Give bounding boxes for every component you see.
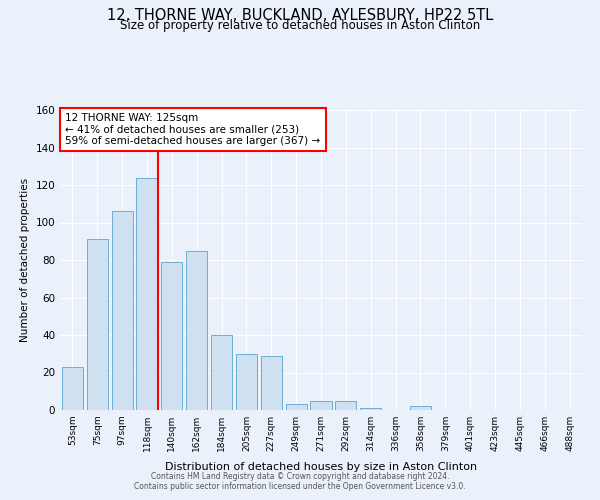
Bar: [310, 400, 332, 410]
Bar: [410, 406, 431, 410]
Bar: [161, 262, 182, 410]
Text: Contains HM Land Registry data © Crown copyright and database right 2024.: Contains HM Land Registry data © Crown c…: [151, 472, 449, 481]
Bar: [261, 356, 282, 410]
Bar: [236, 354, 257, 410]
Bar: [335, 400, 356, 410]
Text: Size of property relative to detached houses in Aston Clinton: Size of property relative to detached ho…: [120, 18, 480, 32]
Text: 12 THORNE WAY: 125sqm
← 41% of detached houses are smaller (253)
59% of semi-det: 12 THORNE WAY: 125sqm ← 41% of detached …: [65, 113, 320, 146]
Bar: [87, 240, 108, 410]
Text: Contains public sector information licensed under the Open Government Licence v3: Contains public sector information licen…: [134, 482, 466, 491]
Bar: [112, 211, 133, 410]
Bar: [360, 408, 381, 410]
Bar: [136, 178, 158, 410]
Text: 12, THORNE WAY, BUCKLAND, AYLESBURY, HP22 5TL: 12, THORNE WAY, BUCKLAND, AYLESBURY, HP2…: [107, 8, 493, 22]
Bar: [186, 250, 207, 410]
Bar: [286, 404, 307, 410]
Bar: [211, 335, 232, 410]
Bar: [62, 367, 83, 410]
X-axis label: Distribution of detached houses by size in Aston Clinton: Distribution of detached houses by size …: [165, 462, 477, 472]
Y-axis label: Number of detached properties: Number of detached properties: [20, 178, 30, 342]
